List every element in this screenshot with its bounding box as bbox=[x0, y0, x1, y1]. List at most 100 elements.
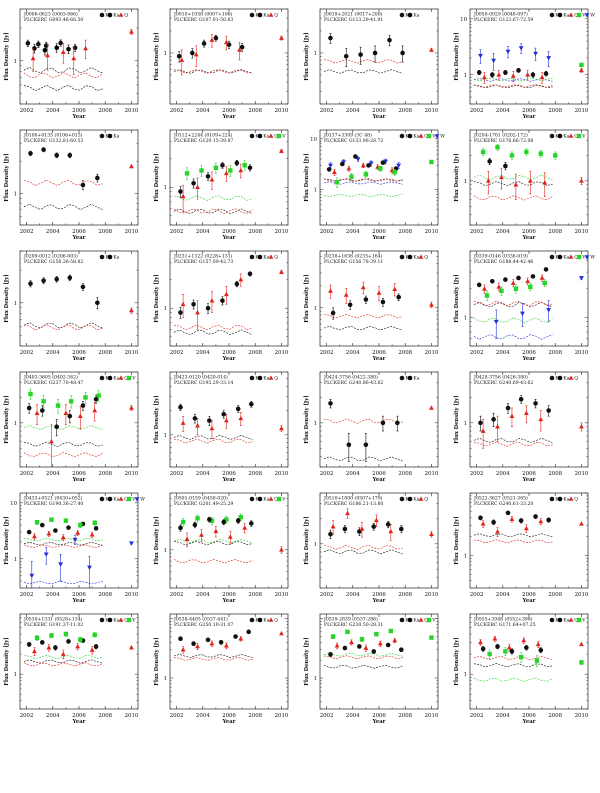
detection-limit-curve bbox=[23, 654, 103, 660]
k-band-point bbox=[192, 522, 198, 528]
k-band-point bbox=[39, 640, 45, 645]
k-band-point bbox=[99, 617, 105, 623]
k-band-point bbox=[249, 254, 255, 260]
q-band-point bbox=[193, 51, 199, 57]
k-band-point bbox=[205, 637, 211, 643]
x-tick-label: 2006 bbox=[522, 471, 536, 477]
x-tick-label: 2004 bbox=[346, 592, 360, 598]
panel-3: 2002 2004 2006 2008 2010 1 Year Flux Density [J… bbox=[304, 8, 439, 120]
x-tick-label: 2004 bbox=[196, 471, 210, 477]
legend-label: Q bbox=[574, 376, 578, 382]
x-tick-label: 2006 bbox=[222, 229, 236, 235]
y-tick-label: 1 bbox=[164, 306, 167, 312]
x-axis-label: Year bbox=[72, 719, 86, 725]
plot-frame bbox=[469, 492, 589, 589]
q-band-point bbox=[46, 531, 52, 536]
detection-limit-curve bbox=[473, 677, 553, 682]
k-band-point bbox=[328, 531, 333, 537]
x-tick-label: 2006 bbox=[222, 108, 236, 114]
k-band-point bbox=[366, 163, 371, 168]
x-tick-label: 2006 bbox=[72, 592, 86, 598]
ka-band-point bbox=[557, 12, 563, 18]
k-band-point bbox=[39, 408, 45, 413]
w-band-point bbox=[328, 163, 333, 169]
x-tick-label: 2008 bbox=[548, 713, 562, 719]
k-band-point bbox=[549, 12, 555, 18]
q-band-point bbox=[429, 302, 434, 307]
x-tick-label: 2002 bbox=[20, 713, 34, 719]
ka-band-point bbox=[407, 12, 413, 18]
w-band-point bbox=[368, 161, 374, 166]
k-band-point bbox=[330, 310, 336, 316]
v-band-point bbox=[528, 284, 533, 289]
q-band-point bbox=[539, 74, 545, 80]
detection-limit-curve bbox=[323, 664, 403, 669]
x-axis-label: Year bbox=[72, 356, 86, 362]
x-tick-label: 2002 bbox=[470, 350, 484, 356]
ka-band-point bbox=[257, 375, 263, 381]
v-band-point bbox=[359, 637, 365, 642]
panel-title: J0403-3605 (0402-362) bbox=[23, 374, 78, 381]
legend-label: Q bbox=[274, 255, 278, 261]
k-band-point bbox=[99, 133, 105, 139]
k-band-point bbox=[478, 420, 483, 426]
x-tick-label: 2008 bbox=[398, 713, 412, 719]
k-band-point bbox=[207, 517, 212, 522]
x-tick-label: 2002 bbox=[320, 713, 334, 719]
panel-title: J0209-0012 (0206-003) bbox=[23, 253, 78, 260]
panel-20: 2002 2004 2006 2008 2010 1 Year Flux Density [J… bbox=[454, 492, 589, 604]
q-band-point bbox=[360, 162, 366, 168]
k-band-point bbox=[66, 639, 71, 644]
q-band-point bbox=[118, 12, 124, 17]
legend-label: Q bbox=[274, 13, 278, 19]
q-band-point bbox=[118, 496, 124, 501]
detection-limit-curve bbox=[323, 193, 403, 198]
x-tick-label: 2010 bbox=[575, 108, 589, 114]
detection-limit-curve bbox=[323, 418, 403, 424]
k-band-point bbox=[505, 510, 511, 516]
q-band-point bbox=[332, 169, 337, 175]
q-band-point bbox=[129, 405, 134, 410]
detection-limit-curve bbox=[173, 657, 253, 661]
panel-subtitle: PLCKERC G176.66-72.08 bbox=[474, 138, 533, 144]
k-band-point bbox=[39, 522, 45, 528]
y-tick-label: 1 bbox=[464, 315, 467, 321]
k-band-point bbox=[491, 519, 496, 525]
k-band-point bbox=[205, 305, 211, 311]
x-axis-label: Year bbox=[522, 114, 536, 120]
detection-limit-curve bbox=[473, 195, 553, 201]
w-band-point bbox=[396, 163, 402, 169]
legend-label: Q bbox=[574, 497, 578, 503]
w-band-point bbox=[29, 573, 35, 579]
v-band-point bbox=[92, 520, 97, 525]
v-band-point bbox=[487, 651, 492, 657]
k-band-point bbox=[93, 397, 99, 402]
x-tick-label: 2002 bbox=[320, 350, 334, 356]
ka-band-point bbox=[407, 496, 413, 502]
k-band-point bbox=[221, 519, 227, 525]
x-tick-label: 2006 bbox=[522, 108, 536, 114]
v-band-point bbox=[49, 517, 54, 522]
legend-label: V bbox=[431, 134, 436, 140]
q-band-point bbox=[480, 521, 486, 526]
ka-band-point bbox=[257, 12, 263, 18]
plot-frame bbox=[19, 613, 139, 710]
detection-limit-curve bbox=[323, 325, 403, 331]
panel-7: 2002 2004 2006 2008 2010 1 10 Year Flux Density … bbox=[304, 129, 445, 241]
x-tick-label: 2006 bbox=[522, 592, 536, 598]
q-band-point bbox=[89, 532, 95, 537]
w-band-point bbox=[493, 319, 499, 325]
q-band-point bbox=[429, 405, 434, 410]
legend-label: K bbox=[405, 618, 409, 624]
panel-title: J0555+3948 (0552+398) bbox=[473, 616, 533, 623]
x-tick-label: 2008 bbox=[98, 350, 112, 356]
detection-limit-curve bbox=[473, 78, 553, 82]
v-band-point bbox=[576, 133, 582, 139]
plot-frame bbox=[319, 8, 439, 105]
q-band-point bbox=[513, 182, 519, 187]
q-band-point bbox=[523, 525, 529, 531]
panel-24: 2002 2004 2006 2008 2010 1 Year Flux Density [J… bbox=[454, 613, 589, 725]
x-tick-label: 2004 bbox=[346, 471, 360, 477]
k-band-point bbox=[328, 652, 333, 657]
